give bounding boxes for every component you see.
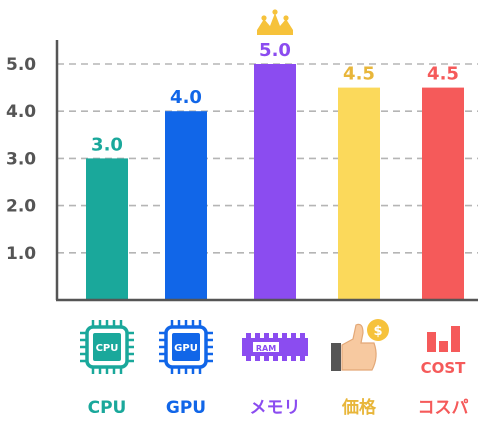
svg-text:CPU: CPU (96, 343, 119, 354)
category-label: メモリ (250, 398, 301, 418)
data-label: 4.5 (427, 64, 459, 85)
category-label: GPU (166, 398, 206, 418)
bar (338, 87, 380, 300)
svg-text:GPU: GPU (174, 343, 198, 354)
data-label: 4.5 (343, 64, 375, 85)
bar (254, 64, 296, 300)
y-tick-label: 3.0 (6, 149, 36, 169)
cost-bars-icon: COST (421, 326, 467, 377)
bar (165, 111, 207, 300)
category-labels: CPU GPU メモリ 価格 コスパ (88, 397, 469, 418)
data-label: 5.0 (259, 40, 291, 61)
crown-icon (257, 9, 293, 35)
y-axis-ticks: 1.0 2.0 3.0 4.0 5.0 (6, 55, 36, 264)
bar (86, 158, 128, 300)
data-label: 4.0 (170, 87, 202, 108)
cpu-chip-icon: CPU (80, 320, 134, 374)
data-label: 3.0 (91, 134, 123, 155)
category-label: コスパ (418, 398, 469, 418)
category-label: CPU (88, 398, 127, 418)
y-tick-label: 5.0 (6, 55, 36, 75)
y-tick-label: 2.0 (6, 197, 36, 217)
thumbs-up-coin-icon: $ (331, 319, 389, 371)
svg-text:COST: COST (421, 359, 467, 377)
svg-text:RAM: RAM (256, 344, 276, 353)
category-label: 価格 (341, 397, 377, 418)
category-icons: CPU GPU RAM $ COST (80, 319, 466, 377)
gpu-chip-icon: GPU (159, 320, 213, 374)
y-tick-label: 4.0 (6, 102, 36, 122)
bars: 3.0 4.0 5.0 4.5 4.5 (86, 9, 464, 300)
y-tick-label: 1.0 (6, 244, 36, 264)
bar (422, 87, 464, 300)
ram-module-icon: RAM (242, 333, 308, 361)
svg-text:$: $ (373, 324, 382, 339)
